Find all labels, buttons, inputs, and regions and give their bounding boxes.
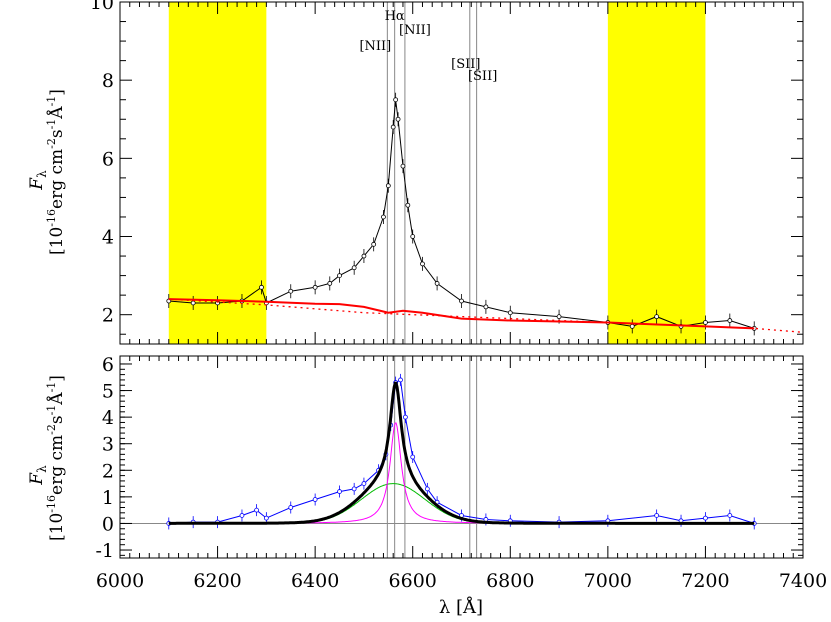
x-tick-label-7: 7400 (779, 570, 827, 592)
observed-point-11 (361, 253, 367, 259)
top-ticks-y-tick-label-4: 10 (90, 0, 114, 14)
residual-point-4 (254, 507, 260, 513)
top-y-axis-units-text: [10-16erg cm-2s-1Å-1] (45, 89, 67, 255)
top-axis-ticks: 2 4 6 8 10 (90, 0, 804, 344)
top-ticks-y-tick-label-1: 4 (102, 227, 114, 249)
top-y-axis-title: Fλ (27, 170, 49, 191)
residual-point-25 (654, 513, 660, 518)
observed-point-31 (703, 320, 708, 325)
observed-point-32 (727, 318, 733, 323)
observed-point-28 (629, 324, 635, 329)
bot-ticks-y-tick-label-5: 4 (102, 407, 114, 429)
observed-point-6 (288, 288, 294, 294)
observed-point-20 (410, 234, 416, 239)
line-label-2: [NII] (399, 23, 431, 38)
bottom-axis-ticks: -1 0 1 2 3 4 5 6 6000 6200 6400 6600 6800 7000 7200 740… (95, 354, 827, 592)
residual-point-9 (351, 486, 357, 492)
bottom-y-axis-units: [10-16erg cm-2s-1Å-1] (45, 375, 67, 541)
line-label-3: [SII] (451, 57, 480, 72)
bottom-series (166, 373, 757, 530)
observed-point-23 (459, 298, 464, 304)
x-axis-title: λ [Å] (439, 596, 483, 618)
x-tick-label-5: 7000 (584, 570, 632, 592)
top-ticks-y-tick-label-2: 6 (102, 148, 114, 170)
line-label-4: [SII] (468, 69, 497, 84)
bot-ticks-y-tick-label-6: 5 (102, 381, 114, 403)
observed-point-25 (507, 310, 513, 316)
top-y-axis-title-symbol: Fλ (27, 170, 49, 191)
observed-point-24 (483, 304, 489, 310)
bottom-panel: -1 0 1 2 3 4 5 6 6000 6200 6400 6600 6800 7000 7200 740… (27, 354, 827, 618)
x-tick-label-3: 6600 (389, 570, 437, 592)
bottom-y-axis-title-symbol: Fλ (27, 465, 49, 486)
top-series (166, 92, 804, 336)
observed-point-12 (371, 241, 377, 247)
bot-ticks-y-tick-label-2: 1 (102, 487, 114, 509)
residual-point-15 (398, 377, 403, 383)
observed-point-21 (420, 261, 425, 267)
x-tick-label-2: 6400 (291, 570, 339, 592)
observed-point-17 (395, 116, 401, 122)
x-tick-label-0: 6000 (96, 570, 144, 592)
residual-point-6 (288, 505, 294, 510)
observed-point-4 (259, 284, 264, 290)
observed-point-18 (400, 163, 406, 169)
residual-point-8 (337, 489, 342, 494)
shaded-region-0 (168, 2, 267, 344)
residual-spectrum-line (168, 379, 755, 524)
residual-point-3 (239, 513, 245, 518)
shaded-region-1 (607, 2, 706, 344)
continuum-fit-line (168, 298, 755, 330)
top-ticks-y-tick-label-0: 2 (102, 305, 114, 327)
residual-point-5 (263, 515, 269, 521)
x-tick-label-6: 7200 (681, 570, 729, 592)
observed-spectrum-line (168, 99, 755, 329)
top-ticks-y-tick-label-3: 8 (102, 70, 114, 92)
top-line-labels: Hα[NII][NII][SII][SII] (359, 9, 497, 84)
top-shaded-regions (168, 2, 706, 344)
observed-point-8 (327, 281, 333, 286)
observed-point-13 (381, 214, 386, 220)
bottom-emission-line-markers (120, 356, 803, 558)
observed-point-29 (654, 314, 660, 320)
bottom-y-axis-units-text: [10-16erg cm-2s-1Å-1] (45, 375, 67, 541)
observed-point-14 (385, 183, 391, 189)
bot-ticks-y-tick-label-4: 3 (102, 434, 114, 456)
bottom-plot-frame (119, 355, 804, 559)
observed-point-16 (393, 97, 399, 103)
observed-point-22 (434, 281, 440, 286)
observed-point-1 (190, 300, 196, 306)
x-tick-label-4: 6800 (486, 570, 534, 592)
x-tick-label-1: 6200 (193, 570, 241, 592)
observed-point-9 (337, 273, 342, 279)
residual-point-28 (727, 513, 733, 518)
residual-point-16 (402, 414, 408, 420)
bot-ticks-y-tick-label-7: 6 (102, 354, 114, 376)
bot-ticks-y-tick-label-3: 2 (102, 460, 114, 482)
residual-point-10 (361, 481, 367, 486)
line-label-0: Hα (385, 9, 405, 24)
total-model-line (168, 381, 755, 525)
bot-ticks-y-tick-label-1: 0 (102, 513, 114, 535)
residual-point-27 (703, 515, 708, 521)
observed-point-15 (390, 124, 396, 130)
observed-point-7 (312, 284, 318, 290)
observed-point-10 (351, 265, 357, 271)
observed-point-19 (405, 202, 411, 208)
top-y-axis-units: [10-16erg cm-2s-1Å-1] (45, 89, 67, 255)
bottom-y-axis-title: Fλ (27, 465, 49, 486)
continuum-extrapolated-line (168, 298, 804, 333)
residual-point-17 (410, 454, 416, 460)
top-emission-line-markers (386, 2, 478, 344)
line-label-1: [NII] (359, 39, 391, 54)
residual-point-18 (424, 486, 430, 492)
bot-ticks-y-tick-label-0: -1 (95, 540, 114, 562)
observed-point-26 (556, 314, 562, 320)
residual-point-7 (312, 497, 318, 502)
